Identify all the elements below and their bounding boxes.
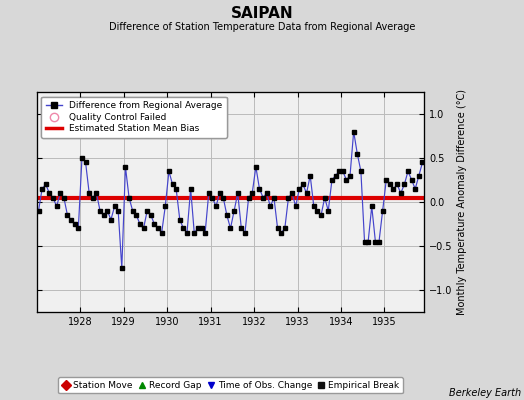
Legend: Station Move, Record Gap, Time of Obs. Change, Empirical Break: Station Move, Record Gap, Time of Obs. C…: [58, 377, 403, 394]
Text: SAIPAN: SAIPAN: [231, 6, 293, 21]
Y-axis label: Monthly Temperature Anomaly Difference (°C): Monthly Temperature Anomaly Difference (…: [457, 89, 467, 315]
Text: Difference of Station Temperature Data from Regional Average: Difference of Station Temperature Data f…: [109, 22, 415, 32]
Text: Berkeley Earth: Berkeley Earth: [449, 388, 521, 398]
Legend: Difference from Regional Average, Quality Control Failed, Estimated Station Mean: Difference from Regional Average, Qualit…: [41, 96, 227, 138]
